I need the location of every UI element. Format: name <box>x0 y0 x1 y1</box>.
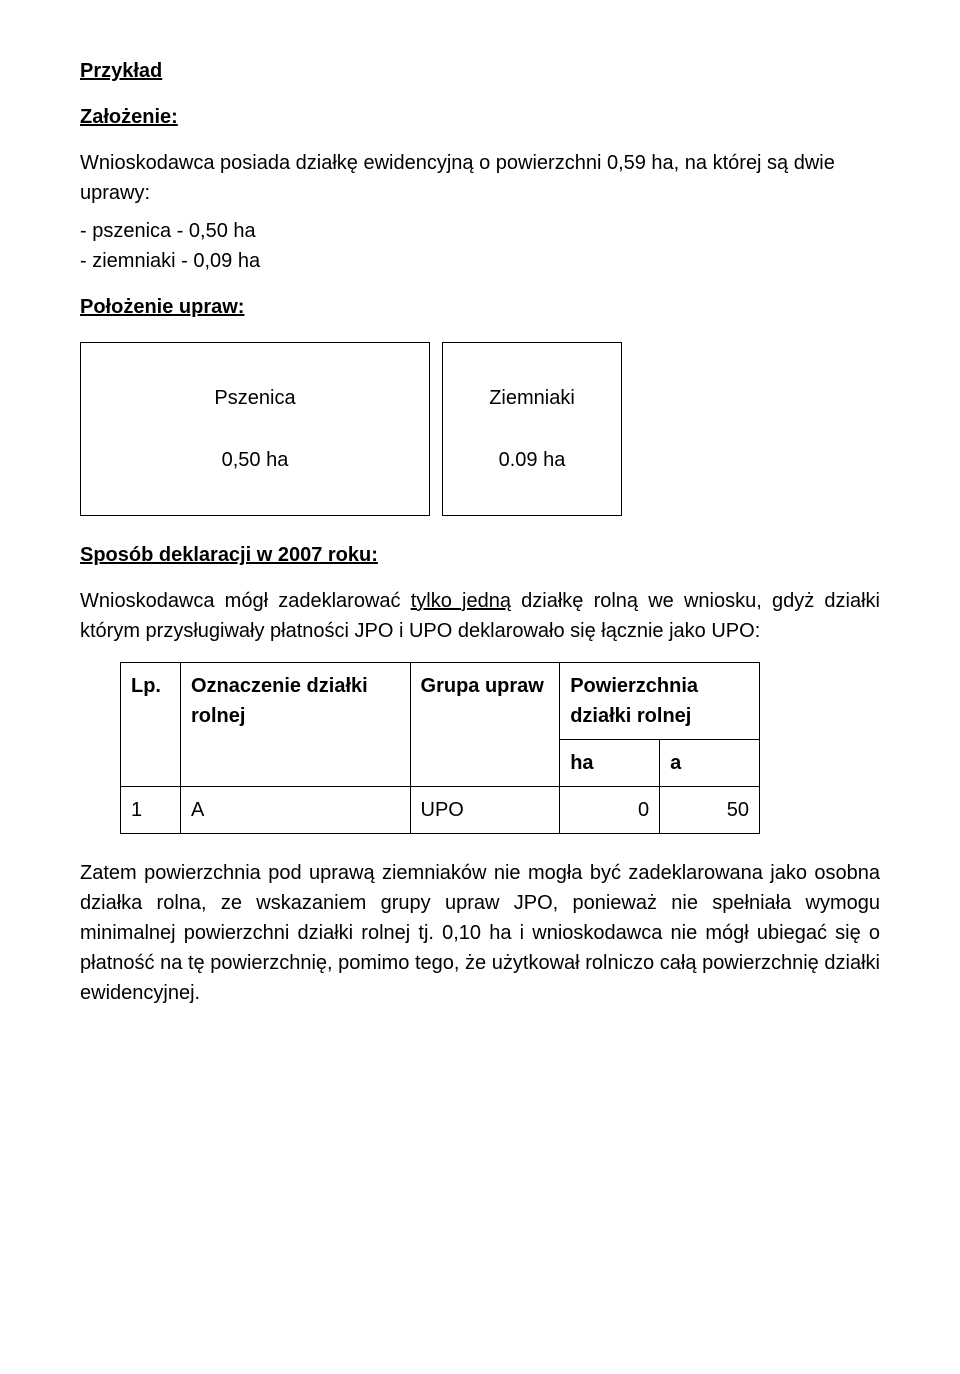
th-a: a <box>660 740 760 787</box>
data-table: Lp. Oznaczenie działki rolnej Grupa upra… <box>120 662 760 834</box>
th-powierzchnia: Powierzchnia działki rolnej <box>560 663 760 740</box>
td-a: 50 <box>660 787 760 834</box>
crop-name-right: Ziemniaki <box>451 383 613 413</box>
declaration-pre: Wnioskodawca mógł zadeklarować <box>80 590 411 612</box>
list-item: ziemniaki - 0,09 ha <box>80 246 880 276</box>
th-ha: ha <box>560 740 660 787</box>
td-lp: 1 <box>121 787 181 834</box>
th-oznaczenie: Oznaczenie działki rolnej <box>180 663 410 787</box>
intro-list: pszenica - 0,50 ha ziemniaki - 0,09 ha <box>80 216 880 276</box>
conclusion-paragraph: Zatem powierzchnia pod uprawą ziemniaków… <box>80 858 880 1008</box>
th-grupa: Grupa upraw <box>410 663 560 787</box>
intro-line: Wnioskodawca posiada działkę ewidencyjną… <box>80 148 880 208</box>
crops-layout: Pszenica 0,50 ha Ziemniaki 0.09 ha <box>80 342 880 516</box>
crop-area-right: 0.09 ha <box>451 445 613 475</box>
declaration-underlined: tylko jedną <box>411 590 511 612</box>
table-header-row-1: Lp. Oznaczenie działki rolnej Grupa upra… <box>121 663 760 740</box>
crop-area-left: 0,50 ha <box>89 445 421 475</box>
crop-box-right: Ziemniaki 0.09 ha <box>442 342 622 516</box>
td-ha: 0 <box>560 787 660 834</box>
td-oznaczenie: A <box>180 787 410 834</box>
list-item: pszenica - 0,50 ha <box>80 216 880 246</box>
crop-box-left: Pszenica 0,50 ha <box>80 342 430 516</box>
document-page: Przykład Założenie: Wnioskodawca posiada… <box>0 0 960 1374</box>
heading-sposob: Sposób deklaracji w 2007 roku: <box>80 540 880 570</box>
th-lp: Lp. <box>121 663 181 787</box>
declaration-paragraph: Wnioskodawca mógł zadeklarować tylko jed… <box>80 586 880 646</box>
heading-polozenie: Położenie upraw: <box>80 292 880 322</box>
crop-name-left: Pszenica <box>89 383 421 413</box>
table-row: 1 A UPO 0 50 <box>121 787 760 834</box>
heading-zalozenie: Założenie: <box>80 102 880 132</box>
heading-przyklad: Przykład <box>80 56 880 86</box>
td-grupa: UPO <box>410 787 560 834</box>
